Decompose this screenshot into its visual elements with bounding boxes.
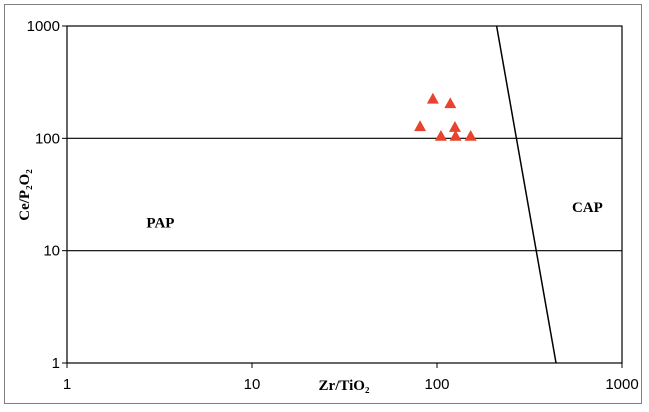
x-tick-label: 1 <box>63 376 71 393</box>
region-labels: PAP CAP <box>146 200 602 232</box>
x-axis-title: Zr/TiO₂ <box>319 378 370 394</box>
boundary-line <box>495 25 557 364</box>
y-tick-label: 10 <box>43 243 60 260</box>
data-point <box>449 129 462 141</box>
x-tick-label: 1000 <box>605 376 638 393</box>
region-label-cap: CAP <box>572 200 603 216</box>
gridlines <box>62 25 623 368</box>
chart-frame <box>4 4 642 404</box>
plot-area <box>66 25 623 364</box>
boundary-group <box>495 25 557 364</box>
y-tick-label: 100 <box>35 130 60 147</box>
data-points <box>414 92 477 141</box>
data-point <box>414 120 427 132</box>
x-tick-labels: 1 10 100 1000 <box>63 376 639 393</box>
data-point <box>434 129 447 141</box>
x-tick-label: 10 <box>244 376 261 393</box>
y-tick-labels: 1 10 100 1000 <box>27 18 60 372</box>
data-point <box>426 92 439 104</box>
y-tick-label: 1 <box>52 355 60 372</box>
data-point <box>464 129 477 141</box>
y-tick-label: 1000 <box>27 18 60 35</box>
y-axis-title: Ce/P₂O₂ <box>17 169 33 221</box>
data-point <box>448 121 461 132</box>
x-tick-label: 100 <box>424 376 449 393</box>
data-point <box>444 97 457 109</box>
region-label-pap: PAP <box>146 216 174 232</box>
